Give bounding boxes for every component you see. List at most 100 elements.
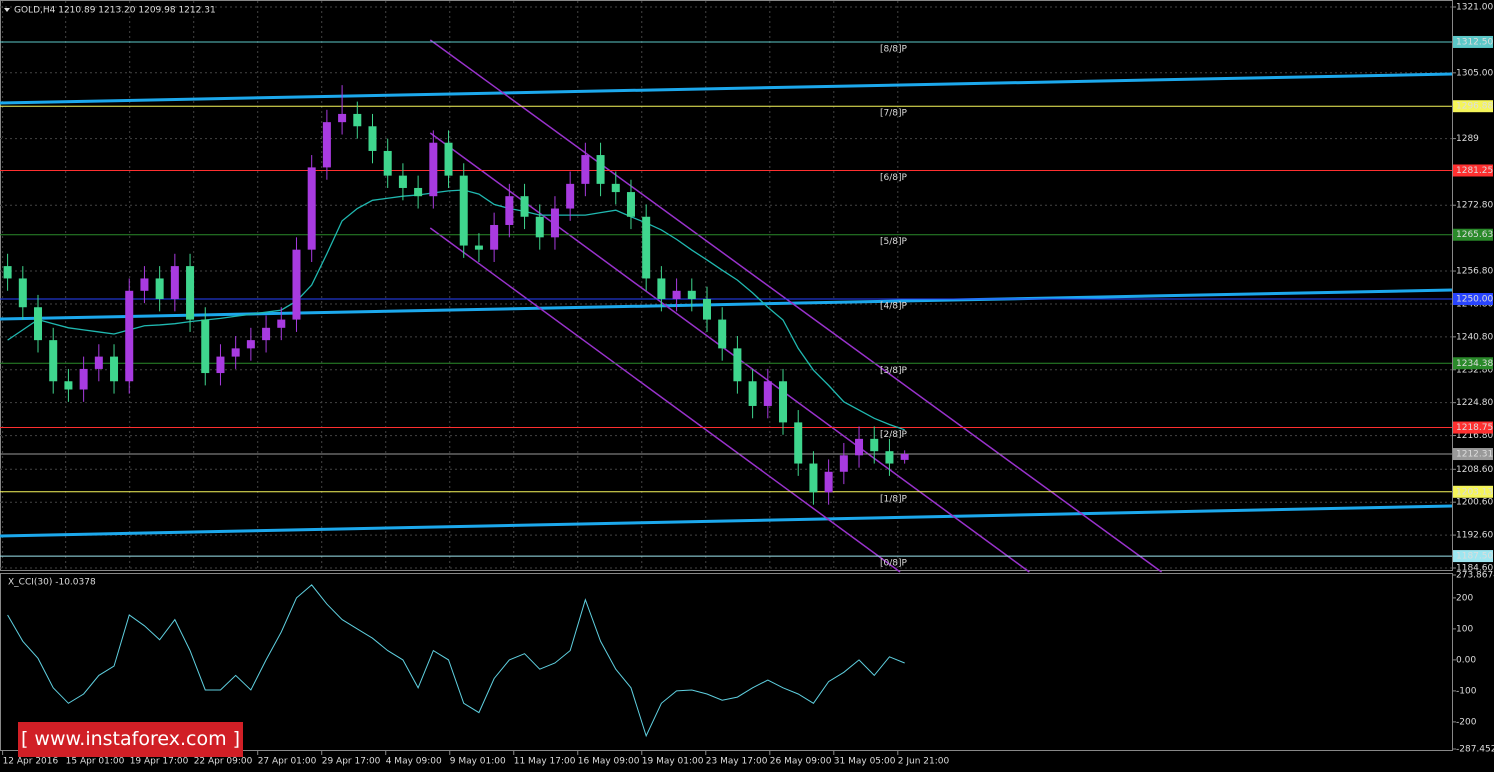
y-tick-label: 1289 (1456, 134, 1479, 144)
y-tick-label: 1224.80 (1456, 398, 1493, 408)
y-tick-label: 1208.60 (1456, 465, 1493, 475)
candle-body (155, 278, 164, 300)
candle-body (718, 319, 727, 349)
candle-body (596, 155, 605, 184)
level-name: [7/8]P (880, 109, 908, 119)
trend-line (0, 72, 1453, 105)
candle-body (3, 266, 12, 279)
candle-body (505, 196, 514, 225)
x-tick-label: 15 Apr 01:00 (66, 757, 125, 767)
title-icon (4, 8, 10, 12)
candle-body (490, 224, 499, 250)
level-box (1453, 228, 1493, 241)
y-tick-label: 1305.00 (1456, 68, 1493, 78)
candle-body (520, 196, 529, 217)
level-box (1453, 164, 1493, 177)
moving-average (7, 189, 905, 431)
candle-body (672, 290, 681, 300)
candle-body (338, 113, 347, 123)
candle-body (779, 381, 788, 423)
y-tick-label: 1272.80 (1456, 201, 1493, 211)
candle-body (611, 183, 620, 193)
x-tick-label: 2 Jun 21:00 (898, 757, 950, 767)
candle-body (398, 175, 407, 188)
candle-body (231, 348, 240, 357)
level-label: 1203.13 (1456, 487, 1493, 497)
candle-body (277, 319, 286, 328)
candle-body (687, 290, 696, 300)
candle-body (246, 340, 255, 349)
y-tick-label: 200 (1456, 593, 1473, 603)
candle-body (170, 266, 179, 300)
level-box (1453, 421, 1493, 434)
y-tick-label: 1200.60 (1456, 498, 1493, 508)
x-tick-label: 4 May 09:00 (386, 757, 442, 767)
x-tick-label: 22 Apr 09:00 (194, 757, 253, 767)
x-tick-label: 26 May 09:00 (770, 757, 832, 767)
level-label: 1281.25 (1456, 166, 1493, 176)
candle-body (125, 290, 134, 382)
y-tick-label: 1256.80 (1456, 267, 1493, 277)
candle-body (186, 266, 195, 320)
x-tick-label: 31 May 05:00 (834, 757, 896, 767)
level-name: [8/8]P (880, 44, 908, 54)
level-label: 1312.50 (1456, 37, 1493, 47)
level-name: [0/8]P (880, 559, 908, 569)
candle-body (581, 155, 590, 184)
level-label: 1265.63 (1456, 230, 1493, 240)
y-tick-label: -100 (1456, 686, 1477, 696)
level-name: [4/8]P (880, 302, 908, 312)
level-label: 1187.50 (1456, 552, 1493, 562)
candle-body (459, 175, 468, 246)
x-tick-label: 9 May 01:00 (450, 757, 506, 767)
candle-body (702, 299, 711, 320)
level-box (1453, 357, 1493, 370)
watermark: [ www.instaforex.com ] (18, 722, 243, 757)
y-tick-label: 1216.80 (1456, 431, 1493, 441)
candle-body (900, 454, 909, 460)
x-tick-label: 19 Apr 17:00 (130, 757, 189, 767)
trend-line (0, 288, 1453, 321)
x-tick-label: 29 Apr 17:00 (322, 757, 381, 767)
trend-line (429, 227, 901, 573)
candle-body (429, 142, 438, 197)
y-tick-label: 273.8674 (1456, 571, 1494, 581)
candle-body (140, 278, 149, 291)
y-tick-label: 1184.60 (1456, 564, 1493, 574)
x-tick-label: 23 May 17:00 (706, 757, 768, 767)
candle-body (474, 245, 483, 250)
candle-body (824, 471, 833, 493)
candle-body (64, 381, 73, 390)
candle-body (626, 192, 635, 217)
candle-body (885, 451, 894, 464)
y-tick-label: 1240.80 (1456, 332, 1493, 342)
candle-body (353, 113, 362, 127)
level-box (1453, 35, 1493, 48)
candle-body (414, 187, 423, 197)
candle-body (657, 278, 666, 300)
candle-body (292, 249, 301, 320)
candle-body (809, 463, 818, 493)
y-tick-label: 1321.00 (1456, 3, 1493, 13)
candle-body (566, 183, 575, 209)
main-frame (0, 0, 1453, 571)
x-tick-label: 27 Apr 01:00 (258, 757, 317, 767)
y-tick-label: 1192.60 (1456, 531, 1493, 541)
candle-body (794, 422, 803, 464)
level-box (1453, 293, 1493, 306)
level-name: [6/8]P (880, 173, 908, 183)
y-tick-label: 100 (1456, 624, 1473, 634)
candle-body (322, 122, 331, 168)
cci-line (7, 584, 905, 738)
level-box (1453, 550, 1493, 563)
candle-body (216, 356, 225, 374)
y-tick-label: 1232.80 (1456, 365, 1493, 375)
trend-line (429, 132, 1030, 573)
trend-line (429, 39, 1163, 573)
level-name: [2/8]P (880, 430, 908, 440)
candle-body (201, 319, 210, 374)
level-name: [3/8]P (880, 366, 908, 376)
